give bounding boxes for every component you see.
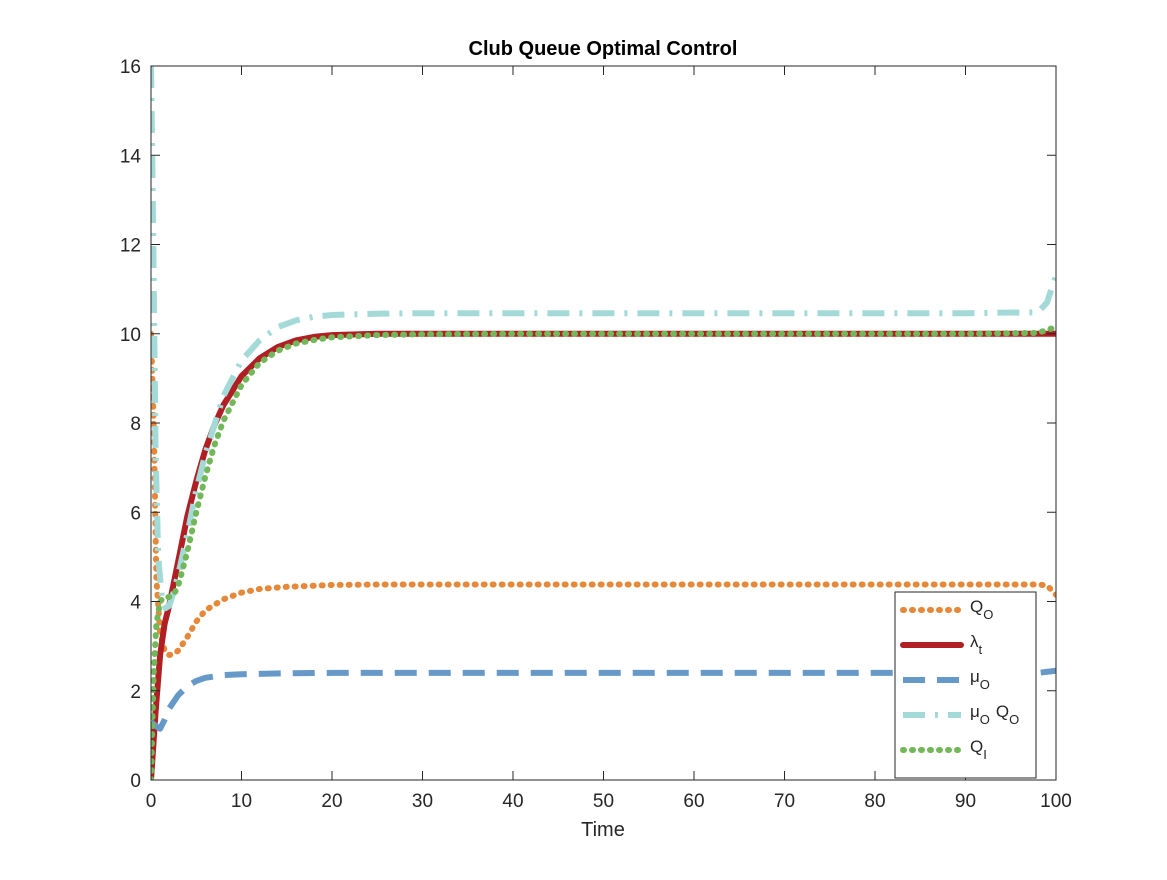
x-tick-label: 40 (502, 791, 523, 812)
x-axis-title: Time (581, 819, 625, 841)
x-tick-label: 50 (593, 791, 614, 812)
x-tick-label: 0 (146, 791, 157, 812)
legend-label-2: λt (970, 632, 983, 657)
x-tick-label: 60 (683, 791, 704, 812)
x-tick-label: 80 (864, 791, 885, 812)
x-tick-label: 100 (1040, 791, 1072, 812)
x-tick-label: 30 (412, 791, 433, 812)
y-axis: 0 2 4 6 8 10 12 14 16 (120, 57, 1056, 792)
series-line-3 (151, 667, 1056, 732)
y-tick-label: 16 (120, 57, 141, 78)
legend-label-5: QI (970, 737, 987, 762)
series-layer (151, 66, 1056, 780)
legend-label-4: μO QO (970, 702, 1019, 727)
legend: QO λt μO μO QO QI (894, 591, 1037, 779)
y-tick-label: 10 (120, 325, 141, 346)
series-line-4 (151, 66, 1056, 612)
legend-label-3: μO (970, 667, 990, 692)
x-tick-label: 90 (955, 791, 976, 812)
x-axis: 0 10 20 30 40 50 60 70 80 90 100 (146, 66, 1072, 812)
y-tick-label: 4 (130, 593, 141, 614)
x-tick-label: 10 (231, 791, 252, 812)
y-tick-label: 8 (130, 414, 141, 435)
x-tick-label: 20 (321, 791, 342, 812)
y-tick-label: 12 (120, 236, 141, 257)
y-tick-label: 6 (130, 503, 141, 524)
legend-label-1: QO (970, 597, 993, 622)
legend-box (894, 591, 1037, 779)
series-line-5 (151, 324, 1056, 780)
x-tick-label: 70 (774, 791, 795, 812)
series-line-1 (151, 330, 1056, 658)
y-tick-label: 0 (130, 771, 141, 792)
chart-title: Club Queue Optimal Control (469, 38, 738, 60)
y-tick-label: 2 (130, 682, 141, 703)
y-tick-label: 14 (120, 146, 142, 167)
